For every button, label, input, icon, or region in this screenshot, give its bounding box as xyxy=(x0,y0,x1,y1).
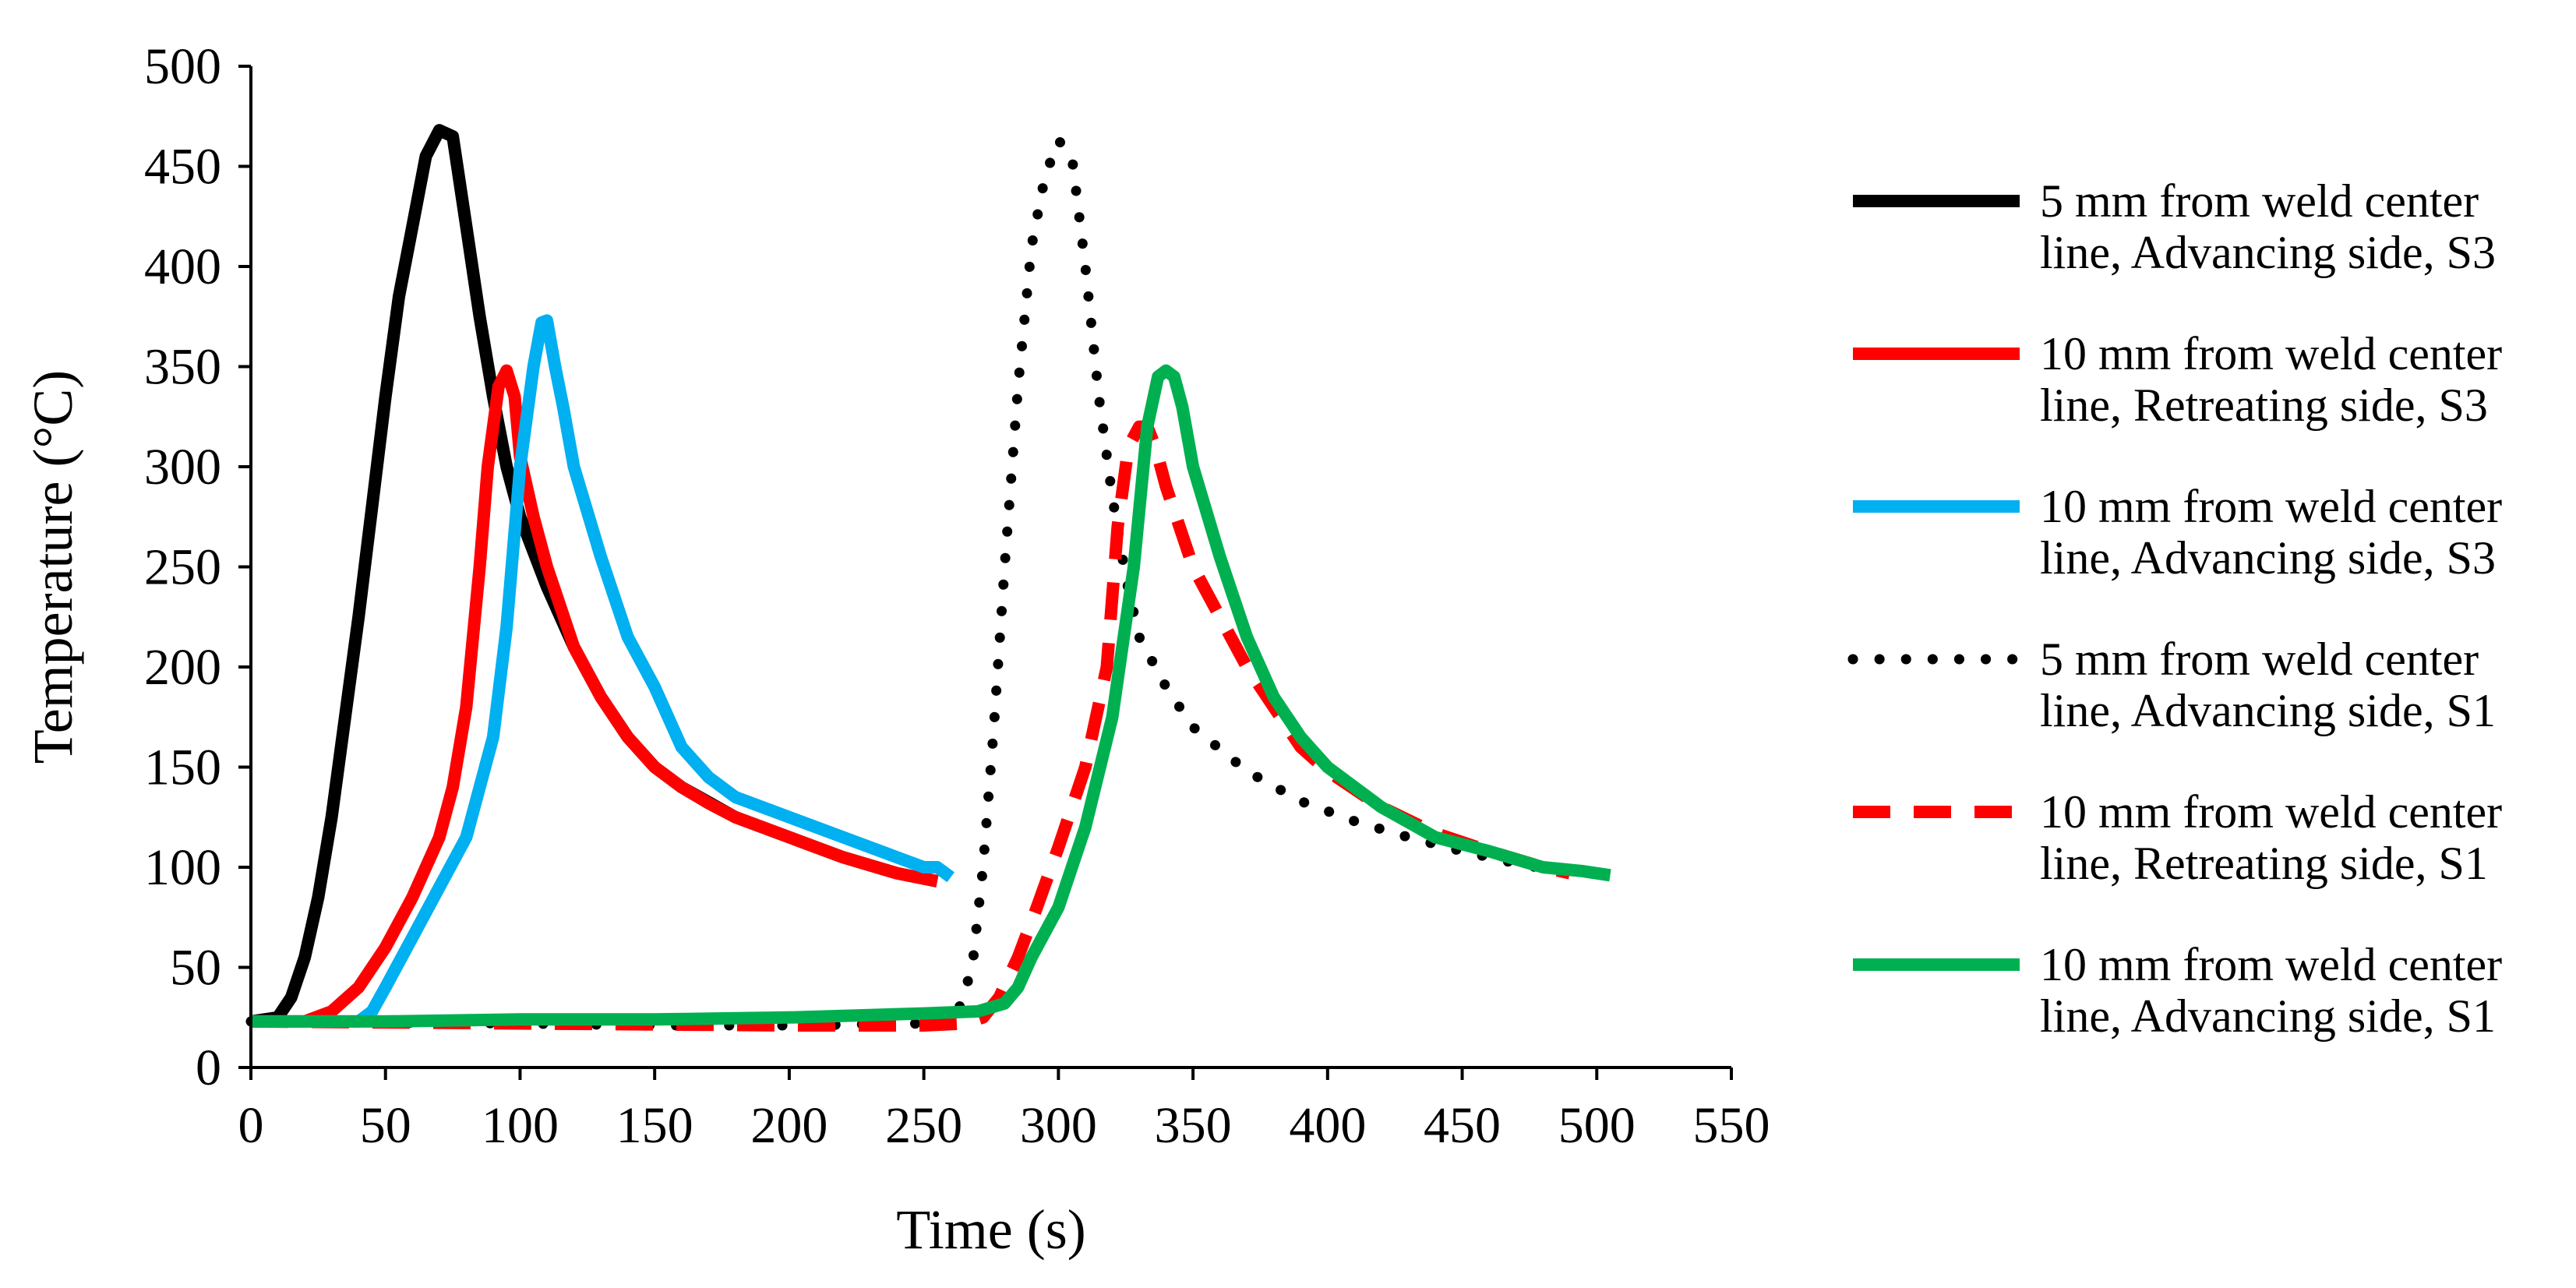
y-tick-label: 300 xyxy=(144,439,221,496)
legend-label-line1: 10 mm from weld center xyxy=(2040,786,2502,838)
y-tick-label: 200 xyxy=(144,639,221,696)
y-axis-title: Temperature (°C) xyxy=(22,370,84,764)
legend-label-line2: line, Advancing side, S3 xyxy=(2040,532,2496,584)
x-tick-label: 200 xyxy=(750,1097,827,1154)
legend-label-line1: 10 mm from weld center xyxy=(2040,481,2502,532)
series-line-6 xyxy=(251,364,1611,1028)
legend-label-line2: line, Retreating side, S3 xyxy=(2040,379,2488,431)
y-tick-label: 450 xyxy=(144,139,221,196)
x-tick-label: 350 xyxy=(1155,1097,1232,1154)
x-tick-label: 450 xyxy=(1424,1097,1501,1154)
y-tick-label: 0 xyxy=(196,1039,221,1096)
legend-label-line1: 10 mm from weld center xyxy=(2040,328,2502,379)
legend-label-line1: 5 mm from weld center xyxy=(2040,175,2479,227)
y-tick-group: 0 50 100 150 200 250 300 350 400 450 500 xyxy=(144,38,251,1096)
x-tick-label: 300 xyxy=(1020,1097,1097,1154)
legend-label-line1: 5 mm from weld center xyxy=(2040,633,2479,685)
x-tick-label: 100 xyxy=(482,1097,559,1154)
y-tick-label: 150 xyxy=(144,739,221,796)
series-line-4 xyxy=(245,135,1576,1031)
legend-label-line2: line, Retreating side, S1 xyxy=(2040,838,2488,889)
series-line-3 xyxy=(251,314,955,1028)
x-tick-label: 50 xyxy=(360,1097,411,1154)
x-tick-label: 150 xyxy=(616,1097,693,1154)
x-tick-label: 400 xyxy=(1289,1097,1366,1154)
series-line-5 xyxy=(250,420,1572,1032)
x-axis-title: Time (s) xyxy=(896,1198,1085,1261)
x-tick-label: 250 xyxy=(885,1097,962,1154)
y-tick-label: 500 xyxy=(144,38,221,95)
y-tick-label: 100 xyxy=(144,839,221,896)
x-tick-group: 0 50 100 150 200 250 300 350 400 450 500 550 xyxy=(238,1067,1770,1154)
x-tick-label: 500 xyxy=(1558,1097,1636,1154)
plot-series-group xyxy=(245,124,1611,1032)
legend-label-line1: 10 mm from weld center xyxy=(2040,939,2502,990)
y-tick-label: 350 xyxy=(144,339,221,396)
y-tick-label: 400 xyxy=(144,238,221,295)
y-tick-label: 250 xyxy=(144,539,221,596)
x-tick-label: 0 xyxy=(238,1097,264,1154)
y-tick-label: 50 xyxy=(170,940,221,997)
axes-group: 0 50 100 150 200 250 300 350 400 450 500 550 0 50 100… xyxy=(144,38,1770,1154)
legend-label-line2: line, Advancing side, S1 xyxy=(2040,990,2496,1042)
legend-label-line2: line, Advancing side, S1 xyxy=(2040,685,2496,736)
x-tick-label: 550 xyxy=(1693,1097,1770,1154)
series-line-1 xyxy=(249,124,939,1028)
legend-label-line2: line, Advancing side, S3 xyxy=(2040,227,2496,278)
